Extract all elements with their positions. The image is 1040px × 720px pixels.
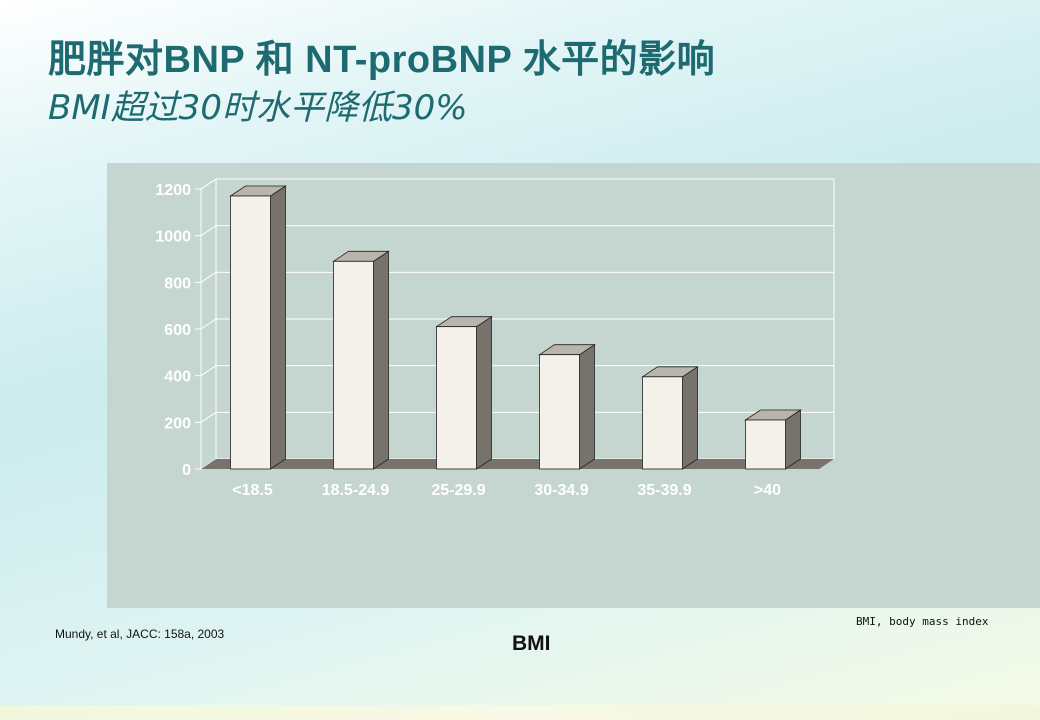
- bar: [642, 376, 683, 470]
- slide-subtitle: BMI超过30时水平降低30%: [48, 88, 468, 128]
- gridline-side: [200, 365, 217, 377]
- bar: [333, 260, 374, 470]
- x-tick-label: 25-29.9: [431, 482, 485, 499]
- y-tick-label: 800: [164, 275, 191, 292]
- gridline-side: [200, 271, 217, 283]
- citation: Mundy, et al, JACC: 158a, 2003: [55, 627, 225, 641]
- bar: [230, 195, 271, 470]
- gridline-side: [200, 225, 217, 237]
- chart-panel: 0 200 400 600 800 1000 1200 <18.5 18.5-24.9 25-29…: [107, 163, 1040, 608]
- bar-chart: 0 200 400 600 800 1000 1200 <18.5 18.5-24.9 25-29…: [155, 178, 835, 499]
- bar: [745, 419, 786, 470]
- x-tick-label: <18.5: [232, 482, 273, 499]
- x-tick-label: 35-39.9: [637, 482, 691, 499]
- y-tick-label: 200: [164, 415, 191, 432]
- bar: [539, 354, 580, 470]
- x-tick-label: 30-34.9: [534, 482, 588, 499]
- bottom-band: [0, 705, 1040, 720]
- y-tick-label: 600: [164, 322, 191, 339]
- x-tick-label: 18.5-24.9: [322, 482, 390, 499]
- gridline-side: [200, 318, 217, 330]
- gridline-side: [200, 178, 217, 190]
- chart-floor: [201, 459, 834, 469]
- slide-title: 肥胖对BNP 和 NT-proBNP 水平的影响: [48, 39, 716, 81]
- gridline-side: [200, 411, 217, 423]
- y-tick-label: 0: [182, 462, 191, 479]
- bar: [436, 326, 477, 470]
- x-tick-label: >40: [754, 482, 781, 499]
- y-tick-label: 1000: [155, 229, 191, 246]
- y-tick-label: 400: [164, 369, 191, 386]
- y-tick-label: 1200: [155, 182, 191, 199]
- x-axis-title: BMI: [512, 632, 551, 655]
- bar-side: [476, 315, 492, 470]
- footnote: BMI, body mass index: [856, 615, 989, 628]
- bar-side: [579, 343, 595, 470]
- bar-side: [682, 366, 698, 470]
- bar-side: [373, 250, 389, 470]
- bar-side: [270, 185, 286, 470]
